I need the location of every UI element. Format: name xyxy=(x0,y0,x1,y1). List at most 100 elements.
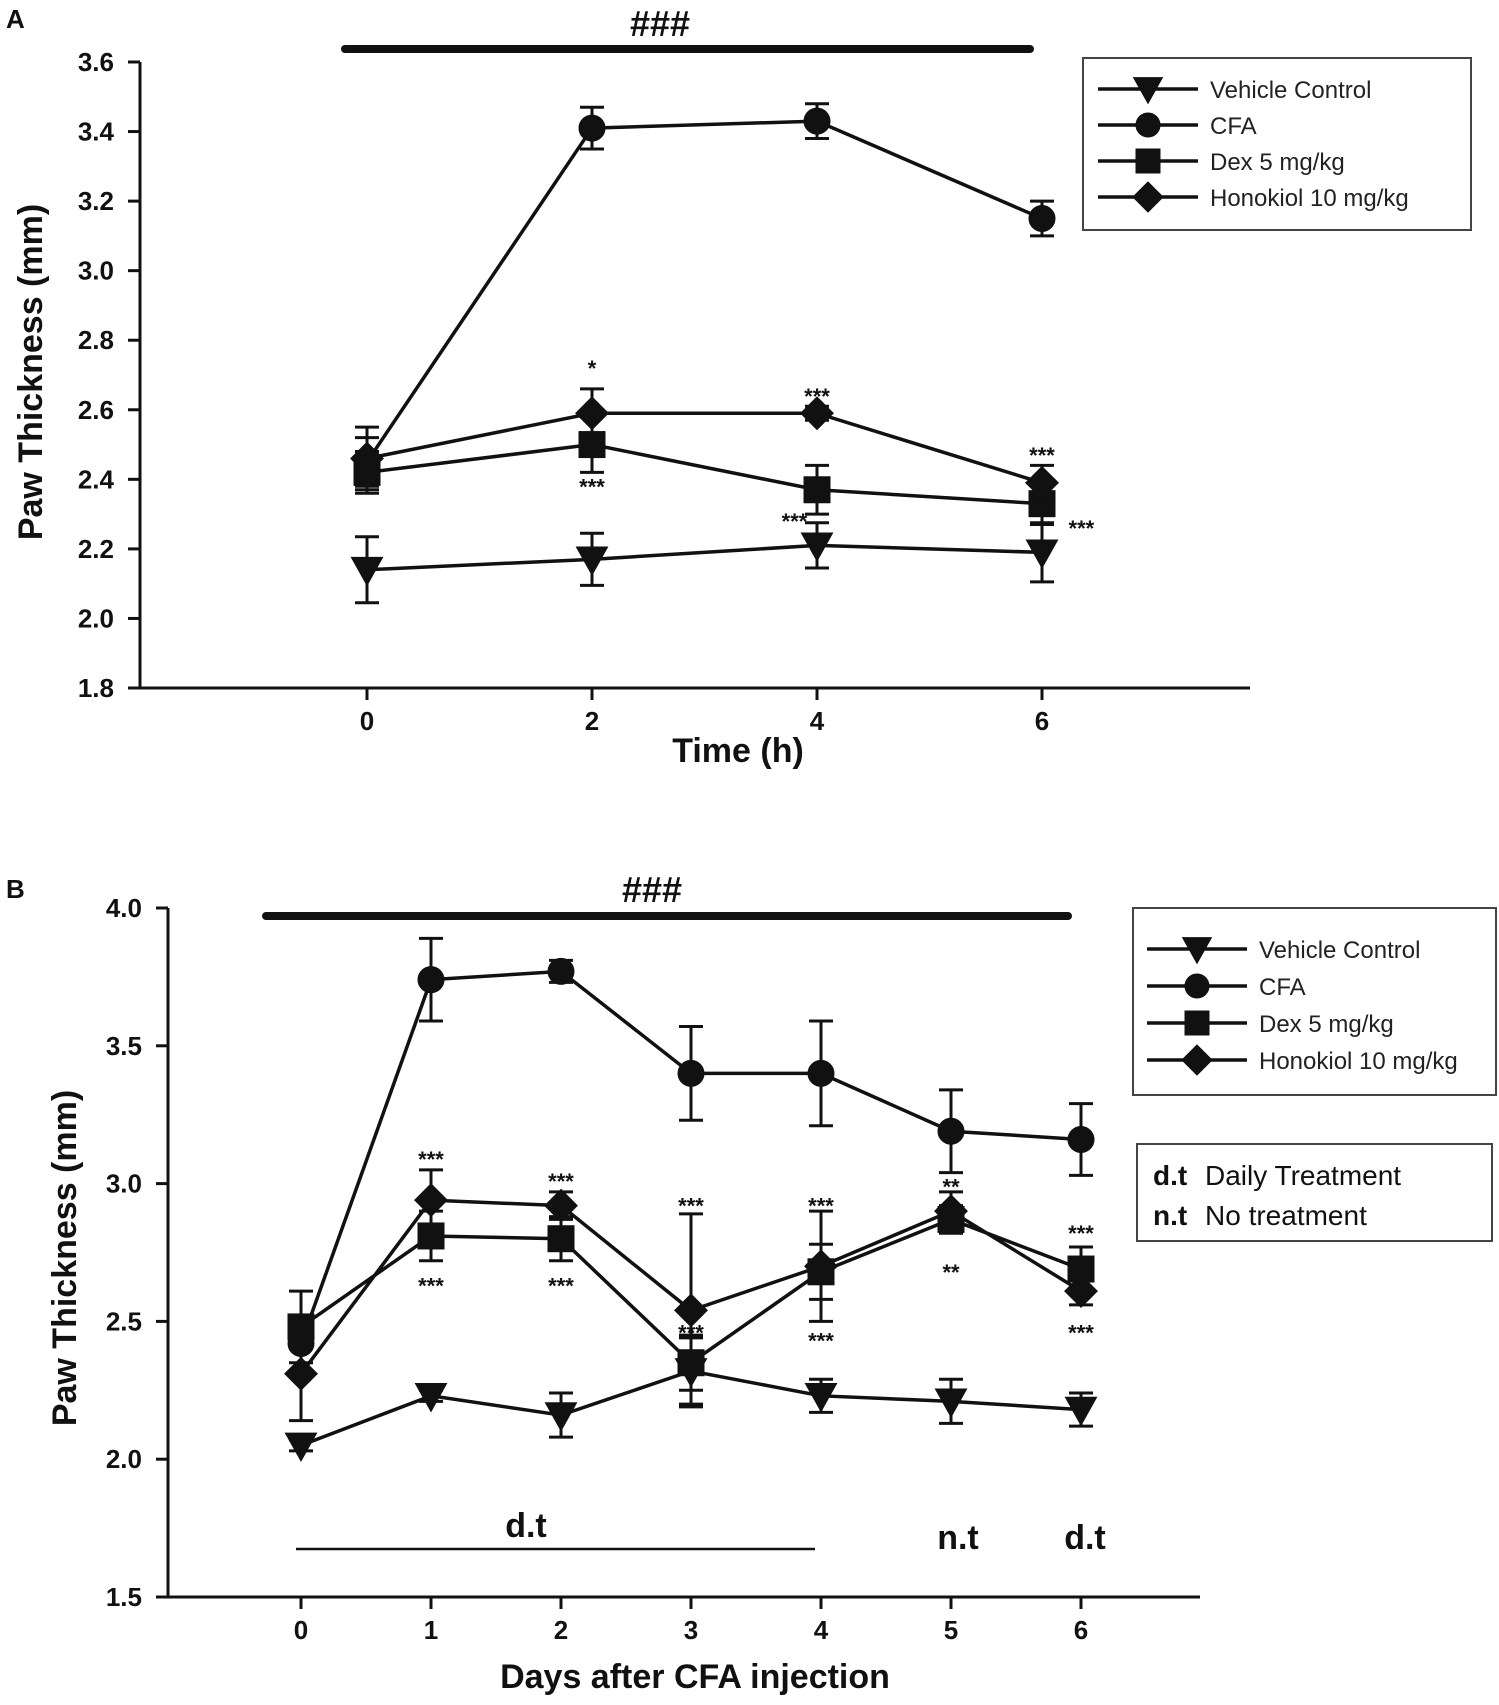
panel-a-plot-area: ************* *** xyxy=(350,102,1095,605)
data-point-cfa xyxy=(677,1059,705,1087)
legend-marker-dex-5-mg-kg xyxy=(1135,148,1161,174)
treatment-legend-nt-label: No treatment xyxy=(1205,1200,1367,1231)
legend-item-cfa: CFA xyxy=(1147,973,1306,1001)
x-tick-label: 1 xyxy=(424,1615,438,1645)
legend-item-vehicle-control: Vehicle Control xyxy=(1098,77,1371,105)
treatment-marker-day-6: d.t xyxy=(1064,1519,1106,1557)
treatment-legend-nt-code: n.t xyxy=(1153,1200,1187,1231)
panel-b-x-axis-label: Days after CFA injection xyxy=(500,1658,890,1696)
x-tick-label: 6 xyxy=(1074,1615,1088,1645)
data-point-honokiol-10-mg-kg xyxy=(350,441,384,476)
significance-stars: *** xyxy=(808,1329,834,1354)
significance-stars: ** xyxy=(942,1260,960,1285)
data-point-cfa xyxy=(803,107,831,135)
legend-item-cfa: CFA xyxy=(1098,112,1257,140)
legend-label: Dex 5 mg/kg xyxy=(1210,149,1345,176)
y-tick-label: 1.8 xyxy=(78,673,114,703)
significance-stars: *** xyxy=(678,1194,704,1219)
panel-b-x-ticks: 0 1 2 3 4 5 6 xyxy=(294,1597,1088,1645)
significance-stars: *** xyxy=(804,384,830,409)
treatment-marker-days-0-4: d.t xyxy=(505,1507,547,1545)
data-point-cfa xyxy=(1028,205,1056,232)
panel-a-y-ticks: 1.8 2.0 2.2 2.4 2.6 2.8 3.0 3.2 3.4 3.6 xyxy=(78,47,140,703)
treatment-legend-dt-label: Daily Treatment xyxy=(1205,1160,1401,1191)
significance-stars: *** xyxy=(678,1320,704,1345)
data-point-honokiol-10-mg-kg xyxy=(934,1194,968,1229)
significance-stars: *** xyxy=(579,474,605,499)
data-point-honokiol-10-mg-kg xyxy=(804,1249,838,1284)
significance-stars: *** xyxy=(808,1194,834,1219)
panel-a-significance-label: ### xyxy=(630,3,690,44)
y-tick-label: 3.0 xyxy=(106,1169,142,1199)
panel-b-letter: B xyxy=(6,874,25,904)
legend-label: CFA xyxy=(1210,113,1257,140)
data-point-vehicle-control xyxy=(350,556,384,587)
x-tick-label: 2 xyxy=(585,706,599,736)
y-tick-label: 3.6 xyxy=(78,47,114,77)
y-tick-label: 2.4 xyxy=(78,464,115,494)
legend-marker-vehicle-control xyxy=(1132,77,1164,105)
series-line-dex-5-mg-kg xyxy=(366,442,1043,506)
data-point-dex-5-mg-kg xyxy=(547,1225,575,1253)
y-tick-label: 2.0 xyxy=(78,603,114,633)
legend-label: CFA xyxy=(1259,974,1306,1001)
series-honokiol-10-mg-kg xyxy=(350,387,1059,502)
y-tick-label: 1.5 xyxy=(106,1582,142,1612)
data-point-vehicle-control xyxy=(414,1382,448,1413)
data-point-cfa xyxy=(578,114,606,142)
treatment-legend-dt-code: d.t xyxy=(1153,1160,1187,1191)
data-point-vehicle-control xyxy=(544,1402,578,1432)
treatment-marker-day-5: n.t xyxy=(937,1519,979,1557)
data-point-vehicle-control xyxy=(1064,1396,1098,1427)
x-tick-label: 4 xyxy=(810,706,825,736)
panel-a-x-ticks: 0 2 4 6 xyxy=(360,688,1049,736)
data-point-honokiol-10-mg-kg xyxy=(414,1183,448,1218)
panel-b-legend: Vehicle Control CFA Dex 5 mg/kg Honokiol 10… xyxy=(1132,907,1497,1096)
panel-b-y-axis-label: Paw Thickness (mm) xyxy=(46,1090,84,1426)
legend-item-honokiol-10-mg-kg: Honokiol 10 mg/kg xyxy=(1098,181,1409,213)
x-tick-label: 2 xyxy=(554,1615,568,1645)
data-point-cfa xyxy=(417,966,445,994)
y-tick-label: 2.8 xyxy=(78,325,114,355)
data-point-vehicle-control xyxy=(934,1388,968,1418)
legend-marker-cfa xyxy=(1184,973,1210,999)
y-tick-label: 2.5 xyxy=(106,1306,142,1336)
significance-stars: *** xyxy=(418,1274,444,1299)
x-tick-label: 6 xyxy=(1035,706,1049,736)
data-point-honokiol-10-mg-kg xyxy=(800,396,834,431)
legend-item-honokiol-10-mg-kg: Honokiol 10 mg/kg xyxy=(1147,1044,1458,1076)
panel-b-y-ticks: 1.5 2.0 2.5 3.0 3.5 4.0 xyxy=(106,893,168,1612)
significance-stars: *** xyxy=(782,509,808,534)
legend-item-dex-5-mg-kg: Dex 5 mg/kg xyxy=(1147,1010,1394,1038)
panel-a-letter: A xyxy=(6,4,25,34)
significance-stars: * xyxy=(588,356,597,381)
data-point-cfa xyxy=(547,957,575,985)
legend-label: Dex 5 mg/kg xyxy=(1259,1011,1394,1038)
legend-label: Vehicle Control xyxy=(1210,77,1371,104)
data-point-dex-5-mg-kg xyxy=(803,476,831,504)
panel-a-chart: A ### 1.8 2.0 2.2 2.4 2.6 2.8 3.0 3.2 3.4 3.6 0 2 4… xyxy=(6,3,1472,770)
data-point-cfa xyxy=(1067,1126,1095,1154)
y-tick-label: 4.0 xyxy=(106,893,142,923)
panel-a-y-axis-label: Paw Thickness (mm) xyxy=(12,204,50,540)
legend-item-vehicle-control: Vehicle Control xyxy=(1147,937,1420,965)
legend-item-dex-5-mg-kg: Dex 5 mg/kg xyxy=(1098,148,1345,176)
panel-a-legend: Vehicle Control CFA Dex 5 mg/kg Honokiol 10… xyxy=(1082,57,1472,231)
y-tick-label: 2.2 xyxy=(78,534,114,564)
x-tick-label: 5 xyxy=(944,1615,958,1645)
data-point-vehicle-control xyxy=(800,532,834,563)
y-tick-label: 2.6 xyxy=(78,395,114,425)
panel-a-x-axis-label: Time (h) xyxy=(672,732,804,770)
legend-label: Honokiol 10 mg/kg xyxy=(1259,1048,1458,1075)
panel-b-plot-area: ********* *********** ****** ******** xyxy=(284,936,1098,1463)
significance-stars: *** xyxy=(1029,443,1055,468)
significance-stars: *** xyxy=(418,1147,444,1172)
legend-marker-cfa xyxy=(1135,112,1161,138)
x-tick-label: 3 xyxy=(684,1615,698,1645)
data-point-vehicle-control xyxy=(575,546,609,576)
legend-marker-honokiol-10-mg-kg xyxy=(1181,1044,1213,1076)
significance-stars: *** xyxy=(1068,1221,1094,1246)
data-point-honokiol-10-mg-kg xyxy=(1064,1274,1098,1309)
data-point-honokiol-10-mg-kg xyxy=(674,1293,708,1328)
